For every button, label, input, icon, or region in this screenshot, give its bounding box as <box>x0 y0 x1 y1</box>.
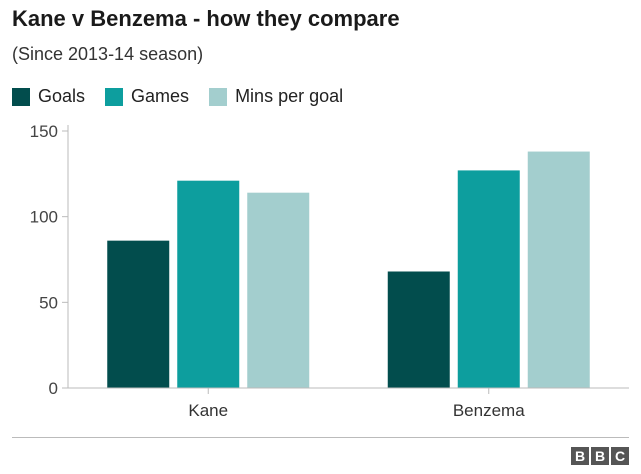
chart-title: Kane v Benzema - how they compare <box>12 6 400 31</box>
bar-games-kane <box>177 180 240 388</box>
bar-mins-per-goal-kane <box>247 192 310 388</box>
bbc-logo: B B C <box>569 447 629 465</box>
x-axis: Kane Benzema <box>68 387 629 420</box>
legend-swatch-goals <box>12 87 30 106</box>
bbc-logo-letter-b1: B <box>571 447 589 465</box>
legend-label-goals: Goals <box>38 86 86 106</box>
chart-subtitle: (Since 2013-14 season) <box>12 44 204 64</box>
x-tick-label: Benzema <box>453 401 525 420</box>
y-tick-label: 0 <box>49 379 58 398</box>
legend-label-mins-per-goal: Mins per goal <box>235 86 344 106</box>
bbc-logo-letter-b2: B <box>591 447 609 465</box>
bar-mins-per-goal-benzema <box>527 151 590 388</box>
legend-item-mins-per-goal: Mins per goal <box>209 86 343 107</box>
bar-goals-kane <box>107 240 170 388</box>
legend-swatch-mins-per-goal <box>209 87 228 106</box>
bar-games-benzema <box>457 170 520 388</box>
y-tick-label: 100 <box>30 208 58 227</box>
legend-swatch-games <box>105 87 124 106</box>
bbc-logo-letter-c: C <box>611 447 629 465</box>
y-axis: 0 50 100 150 <box>30 122 69 398</box>
legend: Goals Games Mins per goal <box>12 86 363 107</box>
legend-item-games: Games <box>105 86 189 107</box>
footer-divider <box>12 437 629 438</box>
bars <box>107 151 590 388</box>
bar-goals-benzema <box>387 271 450 388</box>
legend-label-games: Games <box>131 86 190 106</box>
y-tick-label: 50 <box>39 293 58 312</box>
y-tick-label: 150 <box>30 122 58 141</box>
x-tick-label: Kane <box>188 401 228 420</box>
legend-item-goals: Goals <box>12 86 85 107</box>
